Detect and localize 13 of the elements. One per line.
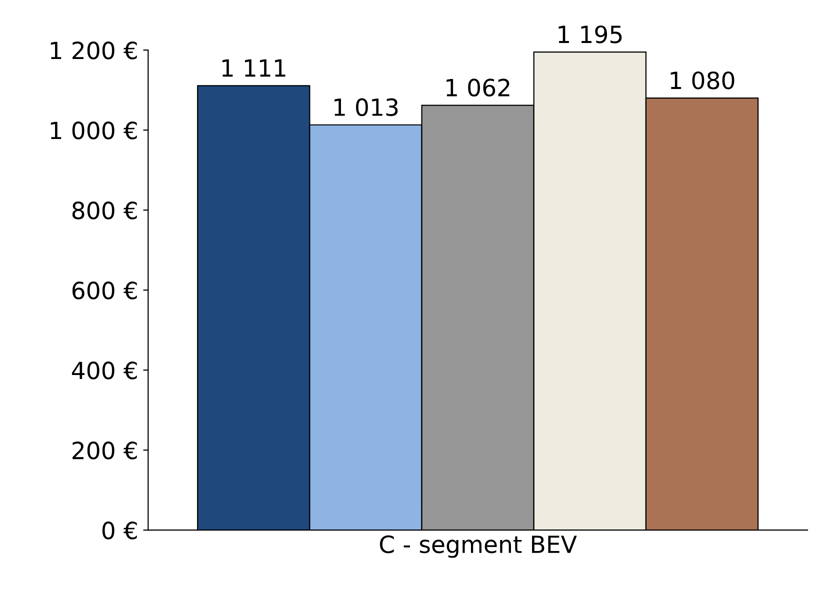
y-tick-label: 1 000 € [50, 122, 137, 140]
y-tick-label: 200 € [72, 442, 137, 460]
y-tick-label: 800 € [72, 202, 137, 220]
data-label: 1 111 [222, 59, 286, 77]
data-label: 1 080 [670, 71, 734, 90]
data-label: 1 062 [446, 78, 510, 97]
y-tick-label: 0 € [102, 522, 137, 540]
data-label: 1 013 [334, 98, 398, 116]
y-tick-label: 400 € [72, 362, 137, 380]
y-tick-label: 600 € [72, 282, 137, 300]
x-tick-label: C - segment BEV [380, 535, 577, 558]
data-label: 1 195 [558, 25, 622, 44]
y-tick-label: 1 200 € [50, 42, 137, 60]
